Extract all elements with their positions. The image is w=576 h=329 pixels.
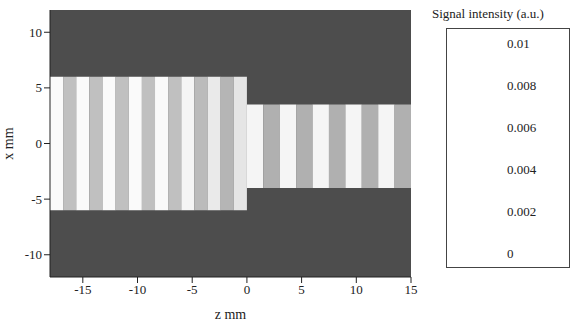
svg-text:-10: -10 — [25, 247, 42, 262]
svg-text:0: 0 — [36, 136, 43, 151]
svg-text:z mm: z mm — [215, 307, 247, 322]
svg-text:-10: -10 — [129, 282, 146, 297]
svg-text:0: 0 — [244, 282, 251, 297]
svg-text:0.01: 0.01 — [507, 36, 530, 51]
svg-text:5: 5 — [298, 282, 305, 297]
svg-text:x mm: x mm — [1, 127, 16, 159]
svg-text:15: 15 — [405, 282, 418, 297]
html-text:Signal intensity (a.u.): Signal intensity (a.u.) — [432, 6, 544, 21]
svg-text:10: 10 — [350, 282, 363, 297]
svg-text:10: 10 — [29, 25, 42, 40]
svg-text:0.004: 0.004 — [507, 162, 537, 177]
svg-text:-15: -15 — [74, 282, 91, 297]
svg-text:0.006: 0.006 — [507, 120, 537, 135]
svg-text:0: 0 — [507, 246, 514, 261]
svg-text:0.008: 0.008 — [507, 78, 536, 93]
svg-text:5: 5 — [36, 80, 43, 95]
svg-text:-5: -5 — [31, 192, 42, 207]
svg-text:-5: -5 — [187, 282, 198, 297]
svg-text:0.002: 0.002 — [507, 204, 536, 219]
